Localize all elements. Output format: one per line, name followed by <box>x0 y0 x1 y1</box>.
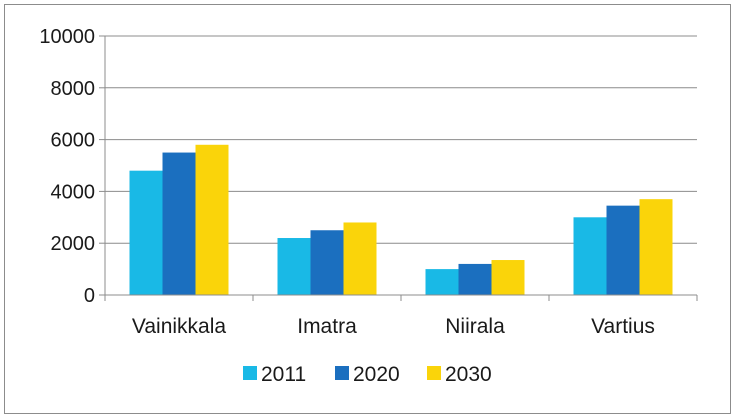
y-tick-label: 4000 <box>51 181 96 203</box>
legend-label-2030: 2030 <box>445 363 492 386</box>
legend-swatch-2011 <box>243 366 257 380</box>
y-tick-label: 8000 <box>51 78 96 100</box>
bar-vartius-2011 <box>573 217 607 295</box>
legend: 2011 2020 2030 <box>243 363 492 386</box>
legend-swatch-2030 <box>427 366 441 380</box>
bar-imatra-2030 <box>343 222 377 295</box>
x-axis-labels: Vainikkala Imatra Niirala Vartius <box>132 315 655 338</box>
axes <box>104 36 698 301</box>
bars <box>129 144 673 295</box>
bar-vainikkala-2030 <box>195 144 229 295</box>
legend-label-2020: 2020 <box>353 363 400 386</box>
bar-imatra-2011 <box>277 238 311 295</box>
bar-vartius-2030 <box>639 199 673 295</box>
x-tick-label: Vartius <box>591 315 655 338</box>
bar-vainikkala-2020 <box>162 152 196 295</box>
y-tick-label: 10000 <box>39 26 95 48</box>
y-axis-ticks: 0 2000 4000 6000 8000 10000 <box>39 26 105 307</box>
bar-vainikkala-2011 <box>129 170 163 295</box>
x-tick-label: Imatra <box>297 315 357 338</box>
bar-niirala-2020 <box>458 263 492 295</box>
bar-niirala-2011 <box>425 269 459 295</box>
legend-swatch-2020 <box>335 366 349 380</box>
x-tick-label: Vainikkala <box>132 315 226 338</box>
bar-imatra-2020 <box>310 230 344 295</box>
legend-label-2011: 2011 <box>261 363 306 386</box>
bar-vartius-2020 <box>606 205 640 295</box>
bar-niirala-2030 <box>491 260 525 295</box>
y-tick-label: 2000 <box>51 233 96 255</box>
x-tick-label: Niirala <box>445 315 505 338</box>
y-tick-label: 6000 <box>51 130 96 152</box>
y-tick-label: 0 <box>84 285 95 307</box>
